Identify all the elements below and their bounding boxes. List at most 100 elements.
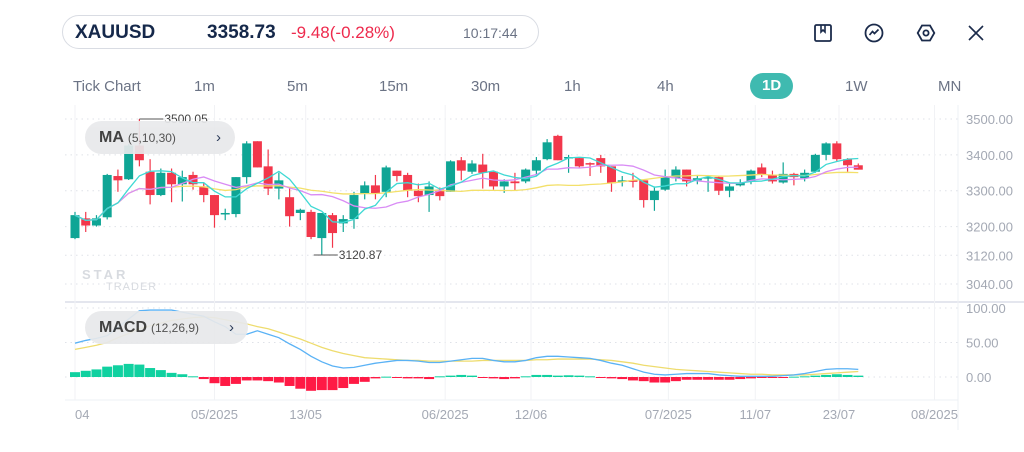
current-price: 3358.73 — [207, 22, 276, 43]
watermark-logo: STAR TRADER — [82, 267, 158, 293]
candle-body — [531, 160, 541, 171]
price-axis-label: 3500.00 — [966, 112, 1013, 127]
macd-histogram-bar — [306, 377, 317, 391]
candlestick — [810, 153, 820, 173]
ma-indicator-chip[interactable]: MA (5,10,30) › — [85, 121, 235, 154]
indicator-icon[interactable] — [862, 21, 886, 45]
candlestick — [671, 166, 681, 182]
candle-body — [124, 145, 134, 180]
tab-1w[interactable]: 1W — [845, 78, 868, 95]
time-axis-label: 07/2025 — [645, 407, 692, 422]
tab-tick-chart[interactable]: Tick Chart — [73, 78, 141, 95]
candle-body — [113, 176, 123, 181]
price-axis-label: 3400.00 — [966, 148, 1013, 163]
macd-histogram-bar — [263, 377, 274, 382]
symbol-header[interactable] — [62, 15, 539, 49]
macd-histogram-bar — [606, 377, 617, 379]
candle-body — [295, 209, 305, 213]
macd-histogram-bar — [542, 374, 553, 377]
quote-time: 10:17:44 — [463, 25, 518, 41]
candle-body — [167, 172, 177, 185]
tab-30m[interactable]: 30m — [471, 78, 501, 95]
candlestick — [328, 212, 338, 248]
macd-histogram-bar — [713, 377, 724, 380]
tab-mn[interactable]: MN — [938, 78, 962, 95]
macd-histogram-bar — [810, 375, 821, 377]
macd-histogram-bar — [252, 377, 263, 381]
time-axis-label: 13/05 — [289, 407, 322, 422]
time-axis-label: 08/2025 — [911, 407, 958, 422]
macd-histogram-bar — [617, 377, 628, 380]
ma10-line — [74, 164, 859, 221]
macd-histogram-bar — [456, 374, 467, 377]
settings-icon[interactable] — [914, 21, 938, 45]
candlestick — [607, 166, 616, 192]
macd-params: (12,26,9) — [151, 320, 200, 335]
ma-params: (5,10,30) — [127, 130, 176, 145]
candlestick — [370, 174, 380, 200]
candle-body — [199, 186, 209, 196]
candlestick — [360, 181, 370, 200]
candle-body — [821, 143, 831, 155]
macd-histogram-bar — [670, 377, 681, 382]
candlestick — [488, 171, 498, 190]
time-axis-label: 06/2025 — [422, 407, 469, 422]
candle-body — [231, 177, 241, 215]
bookmark-icon[interactable] — [811, 21, 835, 45]
candlestick — [521, 168, 531, 184]
ma-label: MA — [99, 128, 124, 146]
candle-body — [746, 170, 756, 182]
candlestick — [478, 153, 488, 189]
macd-histogram-bar — [595, 377, 606, 378]
macd-histogram-bar — [166, 372, 177, 377]
candlestick — [585, 162, 595, 177]
macd-histogram-bar — [177, 374, 188, 377]
time-axis-label: 05/2025 — [191, 407, 238, 422]
candle-body — [671, 169, 681, 179]
tab-1d[interactable]: 1D — [750, 73, 794, 99]
close-icon[interactable] — [964, 21, 988, 45]
macd-indicator-chip[interactable]: MACD (12,26,9) › — [85, 311, 248, 344]
macd-histogram-bar — [520, 376, 531, 378]
macd-histogram-bar — [391, 377, 402, 378]
candle-body — [649, 190, 659, 201]
candle-body — [435, 189, 445, 197]
macd-histogram-bar — [112, 365, 123, 377]
candle-body — [843, 159, 853, 166]
macd-histogram-bar — [198, 377, 209, 380]
candle-body — [392, 170, 402, 177]
tab-1h[interactable]: 1h — [564, 78, 581, 95]
macd-histogram-bar — [799, 376, 810, 378]
candlestick — [156, 168, 166, 197]
candlestick — [392, 170, 402, 182]
time-axis-label: 12/06 — [515, 407, 548, 422]
macd-label: MACD — [99, 318, 147, 336]
tab-5m[interactable]: 5m — [287, 78, 308, 95]
macd-histogram-bar — [745, 377, 756, 379]
price-axis-label: 3120.00 — [966, 248, 1013, 263]
tab-1m[interactable]: 1m — [194, 78, 215, 95]
candle-body — [478, 164, 488, 173]
candlestick — [349, 191, 359, 229]
tab-15m[interactable]: 15m — [379, 78, 409, 95]
macd-histogram-bar — [381, 376, 392, 378]
candlestick — [832, 141, 842, 162]
time-axis-label: 04 — [75, 407, 89, 422]
candlestick — [209, 195, 219, 228]
macd-histogram-bar — [145, 368, 156, 377]
candle-body — [252, 141, 262, 168]
tab-4h[interactable]: 4h — [657, 78, 674, 95]
macd-histogram-bar — [370, 377, 381, 379]
macd-histogram-bar — [445, 375, 456, 377]
candle-body — [660, 177, 670, 190]
candlestick — [306, 209, 316, 240]
candle-body — [156, 172, 166, 196]
candle-body — [585, 163, 595, 165]
macd-histogram-bar — [220, 377, 231, 386]
candlestick — [413, 183, 423, 203]
macd-histogram-bar — [327, 377, 338, 391]
candle-body — [328, 215, 338, 234]
candle-body — [542, 142, 552, 160]
macd-histogram-bar — [627, 377, 638, 381]
